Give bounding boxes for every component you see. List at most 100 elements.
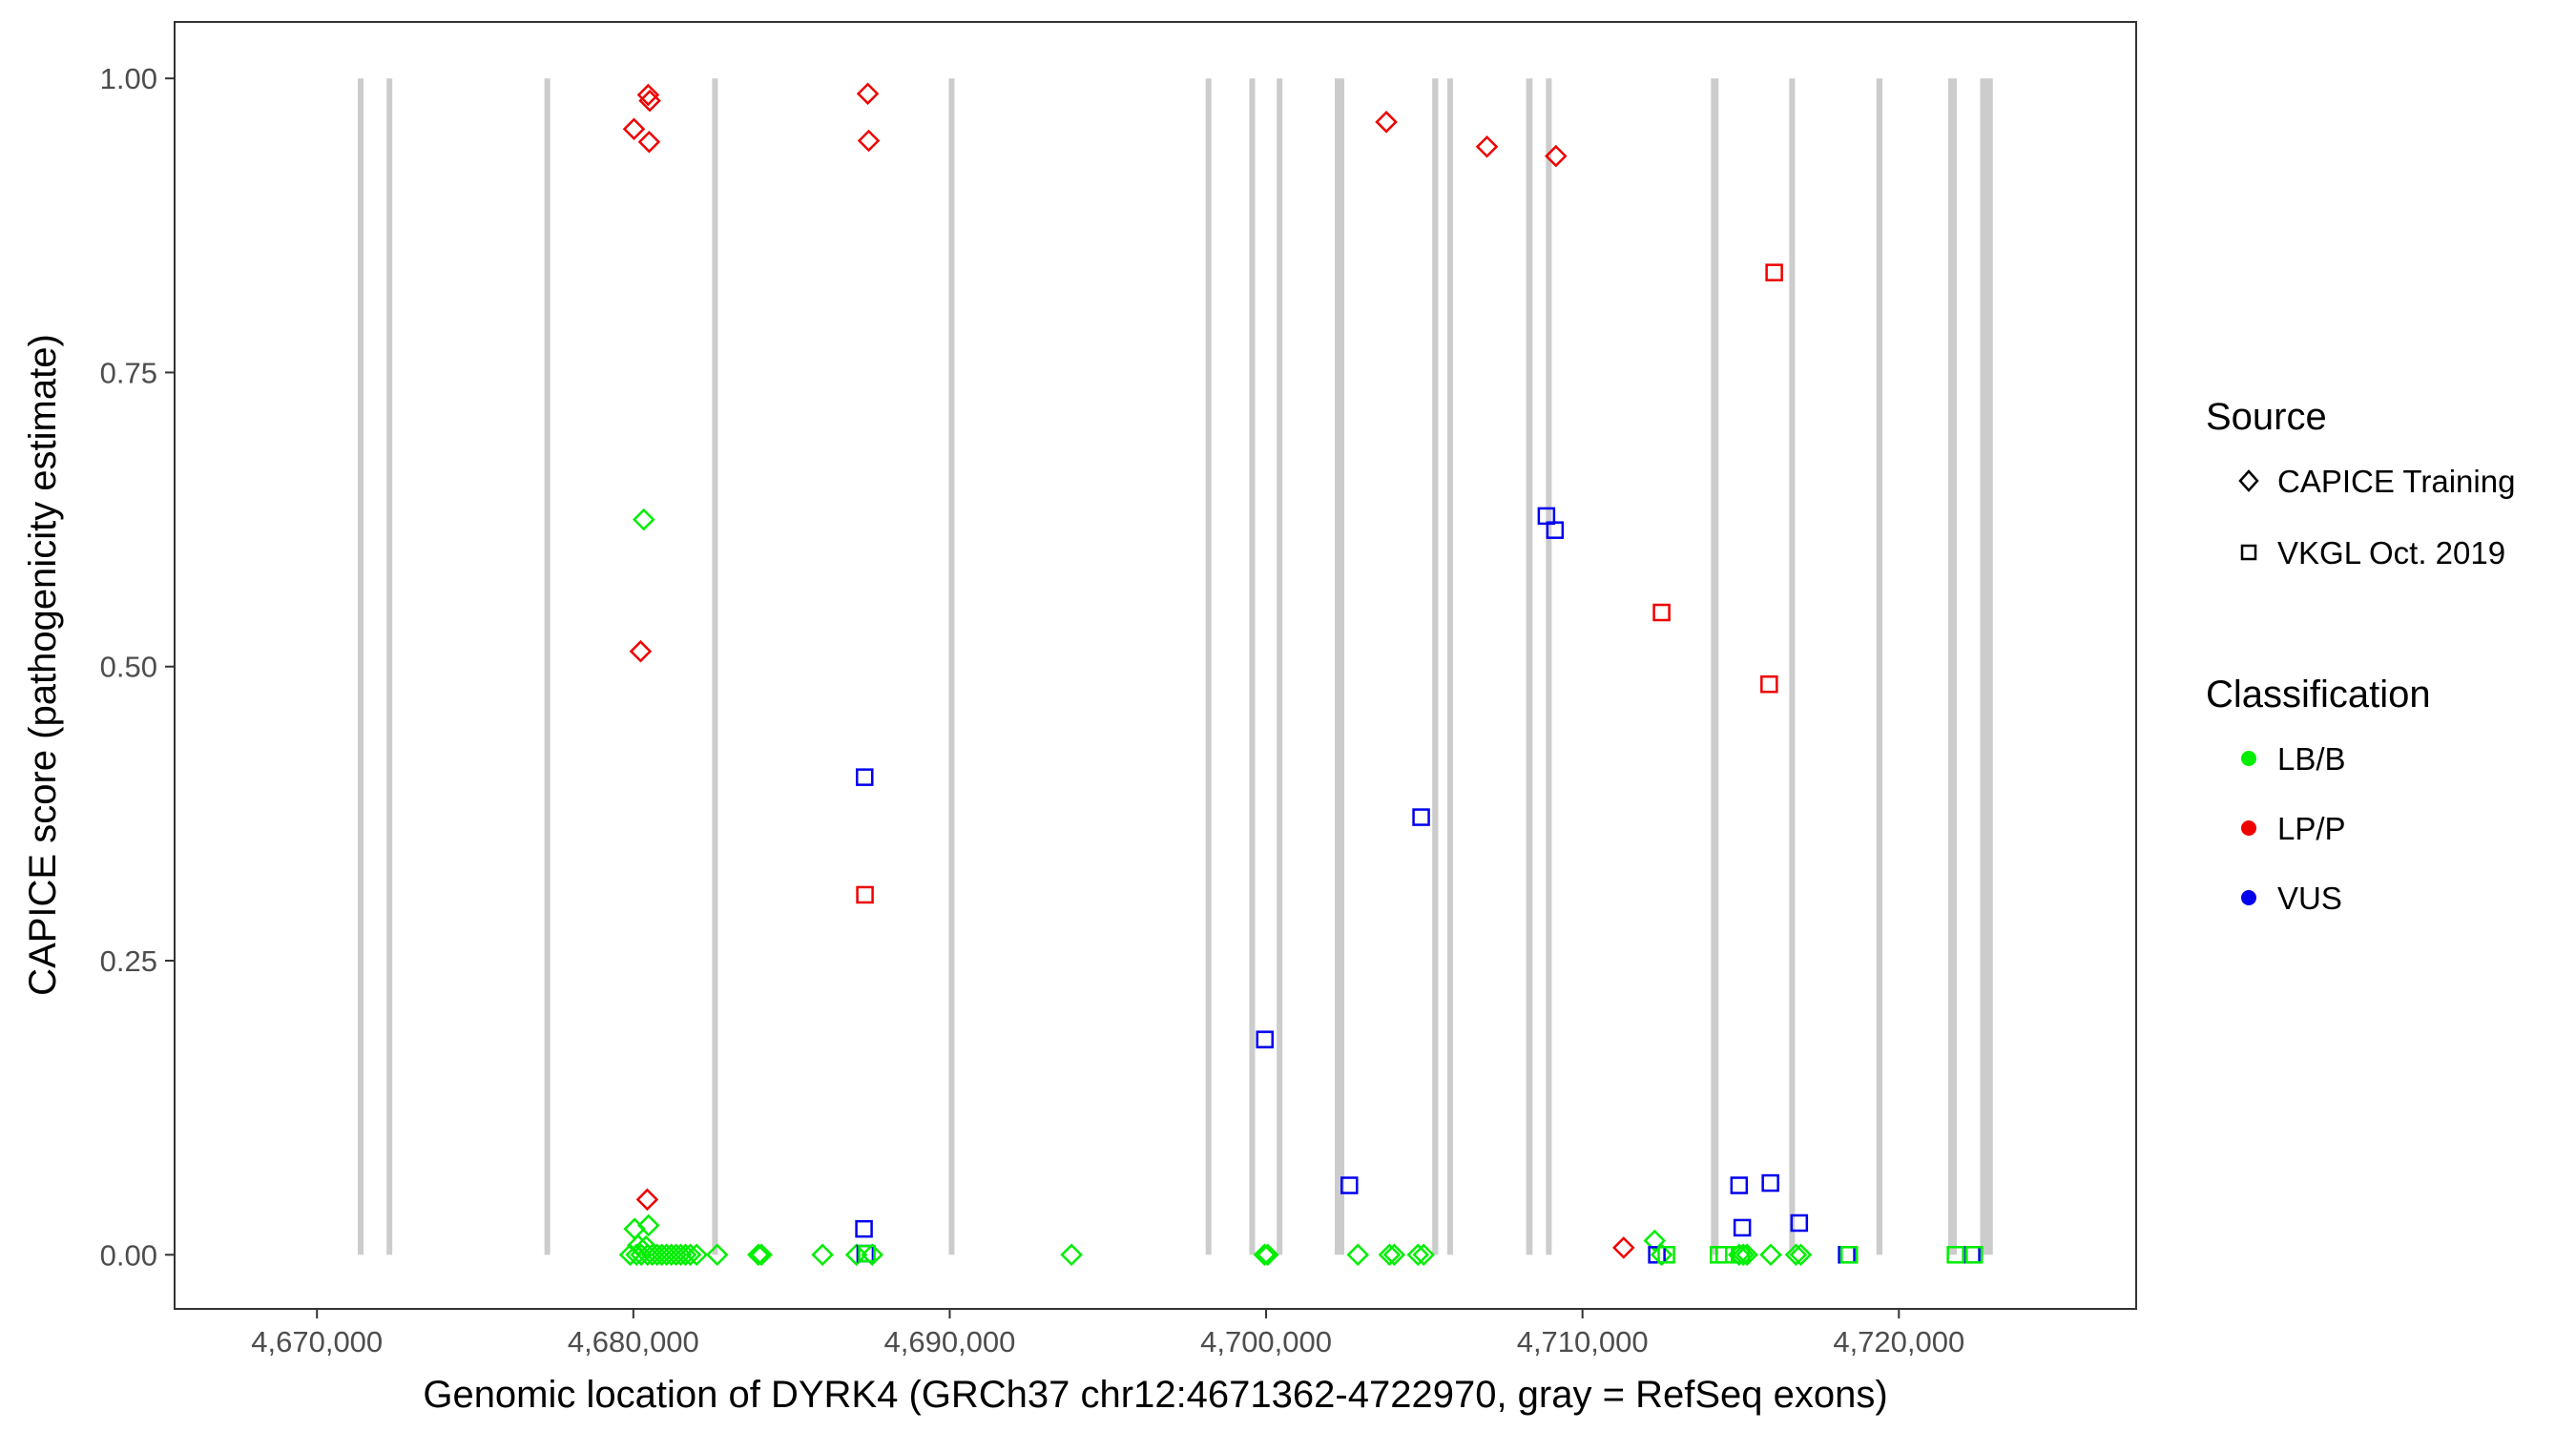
data-point-square [1760,674,1778,694]
data-point-diamond [1253,1243,1277,1267]
data-point-diamond [1346,1243,1369,1267]
exon-band [1711,78,1719,1255]
x-tick-label: 4,700,000 [1200,1325,1332,1358]
data-point-diamond [685,1243,708,1267]
data-point-square [1765,263,1783,281]
data-point-square [1546,521,1565,539]
data-point-square [1964,1246,1984,1264]
exon-band [1546,78,1552,1255]
data-point-diamond [1789,1243,1813,1267]
legend-dot-vus [2241,890,2256,905]
data-point-diamond [622,117,646,140]
exon-band [544,78,551,1255]
data-point-square [1946,1246,1964,1264]
data-point-diamond [1735,1243,1758,1267]
data-point-diamond [635,1188,659,1212]
data-point-square [1256,1030,1274,1048]
data-point-diamond [1412,1243,1435,1267]
data-point-diamond [678,1243,702,1267]
exon-band [386,78,393,1255]
data-point-diamond [629,639,653,663]
exon-band [357,78,364,1255]
data-point-square [1412,808,1430,826]
y-tick-label: 0.00 [100,1238,157,1272]
data-point-diamond [636,83,660,107]
x-tick-label: 4,690,000 [883,1325,1015,1358]
data-point-diamond [747,1243,770,1267]
legend-label-vkgl: VKGL Oct. 2019 [2277,535,2505,570]
data-point-diamond [633,508,655,531]
data-point-diamond [1643,1229,1667,1253]
data-point-diamond [1060,1243,1083,1267]
data-point-square [1732,1246,1751,1264]
data-point-diamond [1375,111,1398,134]
exon-band [1980,78,1993,1255]
exon-band [1526,78,1533,1255]
data-point-square [1340,1176,1359,1194]
data-point-diamond [637,131,661,154]
y-tick-label: 1.00 [100,62,157,95]
legend: Source CAPICE Training VKGL Oct. 2019 Cl… [2206,396,2515,916]
exon-band [1432,78,1439,1255]
data-point-square [1761,1173,1779,1192]
data-points [618,82,1984,1267]
data-point-diamond [856,82,880,105]
data-point-diamond [638,89,661,113]
x-axis-label: Genomic location of DYRK4 (GRCh37 chr12:… [423,1374,1887,1416]
legend-title-source: Source [2206,396,2327,438]
exon-band [712,78,718,1255]
x-tick-label: 4,720,000 [1833,1325,1964,1358]
data-point-diamond [750,1243,773,1267]
data-point-diamond [1650,1243,1673,1267]
y-axis-label: CAPICE score (pathogenicity estimate) [22,334,64,996]
data-point-square [1652,603,1671,622]
y-tick-label: 0.50 [100,651,157,684]
x-tick-label: 4,670,000 [251,1325,383,1358]
data-point-square [855,1219,873,1238]
legend-item-lbb: LB/B [2241,741,2346,777]
data-point-square [1790,1213,1809,1233]
legend-label-capice-training: CAPICE Training [2277,464,2515,499]
legend-label-lpp: LP/P [2277,811,2346,846]
exon-band [1789,78,1796,1255]
y-tick-label: 0.25 [100,944,157,978]
data-point-square [1657,1246,1675,1264]
exon-band [948,78,955,1255]
data-point-diamond [669,1243,693,1267]
data-point-diamond [1475,135,1499,158]
legend-item-vus: VUS [2241,881,2342,916]
data-point-square [858,1244,876,1263]
data-point-diamond [1612,1236,1635,1259]
x-tick-label: 4,680,000 [568,1325,699,1358]
data-point-diamond [1378,1243,1402,1267]
legend-title-classification: Classification [2206,674,2431,716]
x-tick-label: 4,710,000 [1517,1325,1649,1358]
data-point-square [855,768,874,786]
legend-label-vus: VUS [2277,881,2342,916]
exon-band [1335,78,1344,1255]
data-point-square [856,885,874,904]
legend-item-capice-training: CAPICE Training [2238,464,2515,499]
x-axis: 4,670,000 4,680,000 4,690,000 4,700,000 4,71… [251,1309,1964,1358]
data-point-diamond [636,1213,660,1237]
y-axis: 0.00 0.25 0.50 0.75 1.00 [100,62,175,1272]
data-point-diamond [844,1243,868,1267]
data-point-square [1839,1246,1859,1264]
exon-band [1948,78,1957,1255]
legend-item-vkgl: VKGL Oct. 2019 [2240,535,2505,570]
y-tick-label: 0.75 [100,356,157,389]
data-point-square [1730,1176,1749,1194]
data-point-diamond [1382,1243,1406,1267]
plot-panel-border [174,21,2137,1310]
exon-bands [357,78,1993,1255]
legend-dot-lpp [2241,820,2256,836]
data-point-diamond [1545,144,1568,168]
exon-band [1205,78,1212,1255]
data-point-diamond [1784,1243,1808,1267]
data-point-square [1733,1218,1752,1237]
data-point-square [1714,1246,1734,1264]
exon-band [1446,78,1453,1255]
legend-square-marker [2240,544,2257,561]
exon-band [1876,78,1883,1255]
